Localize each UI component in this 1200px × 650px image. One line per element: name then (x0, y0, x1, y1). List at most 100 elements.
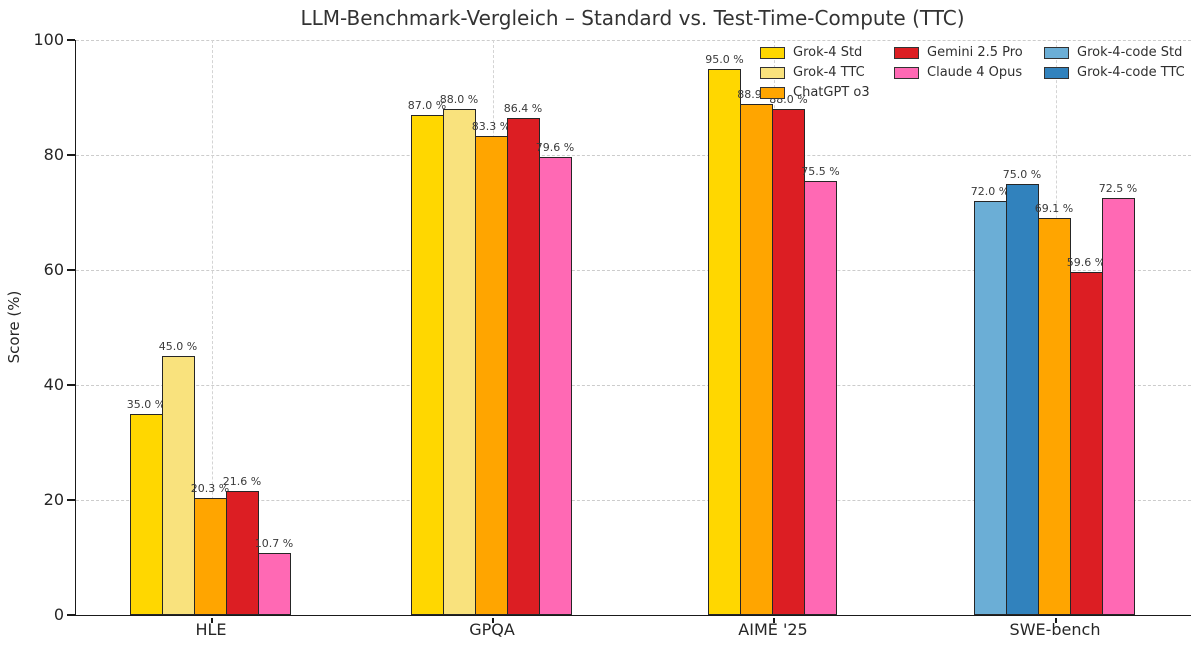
x-tick-label: GPQA (469, 620, 515, 639)
y-tick-label: 40 (43, 375, 64, 394)
bar-Grok-4 Std (708, 68, 741, 615)
bar-Grok-4-code Std (973, 201, 1007, 615)
bar-value-label: 83.3 % (471, 120, 511, 134)
legend-swatch-icon (760, 86, 785, 99)
legend-item-Claude 4 Opus: Claude 4 Opus (894, 65, 1032, 80)
bar-Grok-4 TTC (161, 356, 195, 615)
y-tick-mark (67, 269, 75, 271)
bar-slot: 69.1 % (1035, 202, 1073, 615)
bar-slot: 95.0 % (705, 52, 744, 615)
bar-Gemini 2.5 Pro (225, 490, 259, 615)
x-tick-mark (773, 618, 775, 623)
legend-swatch-icon (1044, 66, 1069, 79)
legend-column: Grok-4-code Std Grok-4-code TTC (1044, 45, 1185, 99)
y-tick-label: 80 (43, 145, 64, 164)
bar-slot: 21.6 % (222, 474, 262, 615)
bar-slot: 86.4 % (503, 102, 543, 615)
y-tick-label: 100 (33, 30, 64, 49)
bar-value-label: 87.0 % (407, 98, 447, 112)
bar-group-AIME '25: 95.0 % 88.9 % 88.0 % 75.5 % (705, 52, 840, 615)
bar-value-label: 35.0 % (126, 397, 166, 411)
bar-value-label: 20.3 % (190, 482, 230, 496)
bar-slot: 20.3 % (190, 482, 230, 615)
x-tick-label: SWE-bench (1009, 620, 1101, 639)
bar-value-label: 72.0 % (970, 185, 1010, 198)
bar-value-label: 86.4 % (503, 102, 543, 116)
bar-slot: 88.9 % (737, 88, 776, 615)
y-tick-mark (67, 384, 75, 386)
legend-label: Gemini 2.5 Pro (927, 45, 1023, 60)
x-tick-label: HLE (195, 620, 227, 639)
legend-column: Gemini 2.5 Pro Claude 4 Opus (894, 45, 1032, 99)
bar-Grok-4 Std (410, 114, 444, 615)
bar-slot: 45.0 % (158, 340, 198, 615)
legend-item-Grok-4 Std: Grok-4 Std (760, 45, 882, 60)
chart-legend: Grok-4 Std Grok-4 TTC ChatGPT o3 Gemini 2.5… (760, 45, 1185, 100)
bar-Claude 4 Opus (538, 157, 572, 615)
bar-slot: 87.0 % (407, 98, 447, 615)
bar-group-HLE: 35.0 % 45.0 % 20.3 % 21.6 % 10.7 % (126, 340, 294, 615)
x-tick-mark (1055, 618, 1057, 623)
legend-label: Claude 4 Opus (927, 65, 1023, 80)
gridline-vertical (212, 40, 213, 615)
bar-value-label: 75.0 % (1002, 167, 1042, 181)
legend-swatch-icon (760, 66, 785, 79)
bar-value-label: 72.5 % (1098, 182, 1138, 196)
legend-label: Grok-4-code Std (1077, 45, 1183, 60)
bar-slot: 75.0 % (1002, 167, 1042, 615)
y-axis-label: Score (%) (5, 290, 23, 364)
legend-swatch-icon (894, 46, 919, 59)
plot-area: 35.0 % 45.0 % 20.3 % 21.6 % 10.7 % 87.0 % 88.0… (67, 39, 1191, 623)
bar-slot: 35.0 % (126, 397, 166, 615)
bar-value-label: 21.6 % (222, 474, 262, 488)
chart-title: LLM-Benchmark-Vergleich – Standard vs. T… (300, 6, 965, 30)
bar-slot: 10.7 % (254, 537, 294, 615)
bar-slot: 88.0 % (769, 94, 808, 615)
bar-Claude 4 Opus (804, 180, 837, 615)
bar-group-SWE-bench: 72.0 % 75.0 % 69.1 % 59.6 % 72.5 % (970, 167, 1138, 615)
bar-ChatGPT o3 (1037, 217, 1071, 615)
bar-ChatGPT o3 (740, 103, 773, 615)
legend-item-Grok-4 TTC: Grok-4 TTC (760, 65, 882, 80)
gridline-horizontal (76, 270, 1191, 271)
legend-label: ChatGPT o3 (793, 85, 870, 100)
gridline-horizontal (76, 40, 1191, 41)
bar-value-label: 95.0 % (705, 52, 744, 66)
legend-label: Grok-4-code TTC (1077, 65, 1185, 80)
legend-item-ChatGPT o3: ChatGPT o3 (760, 85, 882, 100)
bar-Grok-4 TTC (442, 109, 476, 615)
bar-Grok-4 Std (129, 413, 163, 615)
bar-slot: 75.5 % (801, 165, 840, 615)
bar-value-label: 59.6 % (1066, 256, 1106, 270)
bar-value-label: 88.0 % (439, 93, 479, 106)
bar-value-label: 79.6 % (535, 141, 575, 155)
bar-value-label: 10.7 % (254, 537, 294, 551)
bar-ChatGPT o3 (193, 498, 227, 615)
gridline-horizontal (76, 500, 1191, 501)
y-tick-label: 0 (53, 605, 64, 624)
legend-item-Grok-4-code Std: Grok-4-code Std (1044, 45, 1185, 60)
legend-swatch-icon (1044, 46, 1069, 59)
bar-slot: 83.3 % (471, 120, 511, 615)
gridline-horizontal (76, 385, 1191, 386)
y-tick-label: 20 (43, 490, 64, 509)
bar-Claude 4 Opus (257, 553, 291, 615)
bar-value-label: 45.0 % (158, 340, 198, 354)
bar-slot: 59.6 % (1066, 256, 1106, 615)
bar-Gemini 2.5 Pro (1069, 272, 1103, 615)
legend-swatch-icon (760, 46, 785, 59)
x-tick-label: AIME '25 (738, 620, 808, 639)
legend-label: Grok-4 Std (793, 45, 863, 60)
bar-Gemini 2.5 Pro (506, 118, 540, 615)
bar-Grok-4-code TTC (1005, 183, 1039, 615)
y-tick-mark (67, 499, 75, 501)
bar-slot: 72.0 % (970, 185, 1010, 615)
legend-column: Grok-4 Std Grok-4 TTC ChatGPT o3 (760, 45, 882, 100)
legend-label: Grok-4 TTC (793, 65, 865, 80)
gridline-horizontal (76, 155, 1191, 156)
y-tick-label: 60 (43, 260, 64, 279)
bar-slot: 72.5 % (1098, 182, 1138, 615)
bar-Gemini 2.5 Pro (772, 109, 805, 615)
x-tick-mark (211, 618, 213, 623)
